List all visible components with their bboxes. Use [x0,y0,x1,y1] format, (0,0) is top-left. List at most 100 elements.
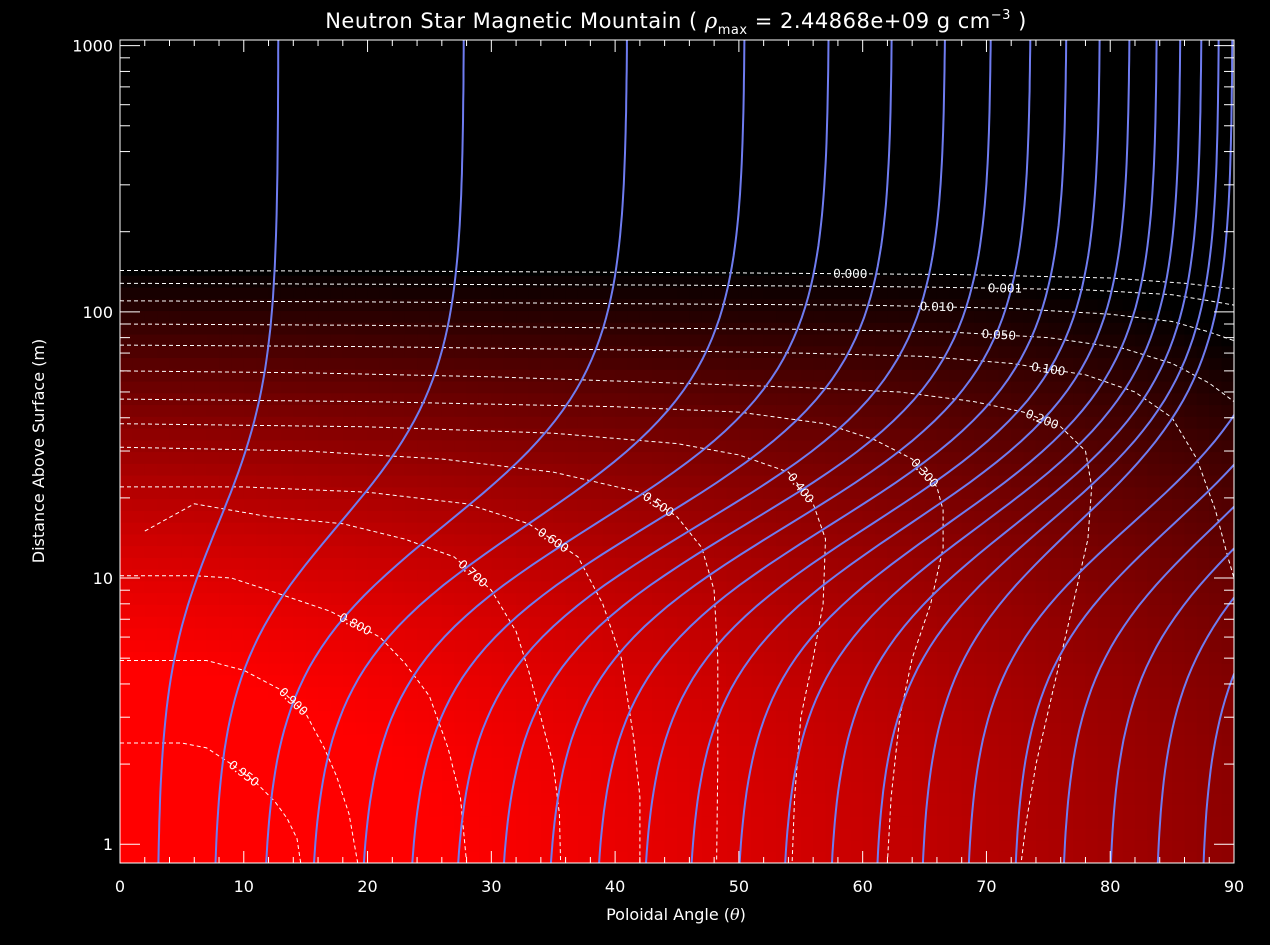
heatmap-cell [837,380,851,394]
heatmap-cell [639,286,653,300]
heatmap-cell [466,451,480,464]
heatmap-cell [466,627,480,641]
heatmap-cell [342,122,356,135]
heatmap-cell [850,75,864,88]
heatmap-cell [441,216,455,229]
heatmap-cell [157,145,171,159]
heatmap-cell [157,322,171,335]
heatmap-cell [887,592,901,605]
heatmap-cell [590,827,604,841]
heatmap-cell [478,369,492,382]
heatmap-cell [268,475,282,488]
heatmap-cell [429,510,443,523]
heatmap-cell [639,263,653,276]
heatmap-cell [875,169,889,182]
heatmap-cell [330,145,344,159]
heatmap-cell [899,569,913,582]
heatmap-cell [503,627,517,641]
heatmap-cell [417,475,431,488]
heatmap-cell [949,815,963,829]
heatmap-cell [701,851,715,863]
heatmap-cell [516,721,530,735]
heatmap-cell [330,157,344,170]
heatmap-cell [157,451,171,464]
heatmap-cell [602,498,616,511]
heatmap-cell [454,228,468,241]
heatmap-cell [157,216,171,229]
heatmap-cell [837,569,851,582]
heatmap-cell [850,87,864,100]
heatmap-cell [169,157,183,170]
heatmap-cell [132,333,146,347]
heatmap-cell [417,357,431,370]
heatmap-cell [813,157,827,170]
heatmap-cell [701,451,715,464]
heatmap-cell [887,839,901,852]
heatmap-cell [379,169,393,182]
heatmap-cell [590,87,604,100]
heatmap-cell [875,439,889,453]
heatmap-cell [738,639,752,652]
heatmap-cell [516,792,530,805]
heatmap-cell [417,804,431,817]
heatmap-cell [677,357,690,370]
heatmap-cell [590,439,604,453]
heatmap-cell [689,275,703,288]
heatmap-cell [305,204,319,217]
heatmap-cell [379,839,393,852]
heatmap-cell [577,721,591,735]
heatmap-cell [379,192,393,206]
heatmap-cell [144,639,158,652]
heatmap-cell [751,181,765,194]
heatmap-cell [144,721,158,735]
heatmap-cell [367,533,381,547]
heatmap-cell [553,157,567,170]
heatmap-cell [726,369,740,382]
heatmap-cell [256,275,270,288]
heatmap-cell [466,345,480,359]
heatmap-cell [169,75,183,88]
heatmap-cell [330,592,344,605]
heatmap-cell [466,404,480,417]
heatmap-cell [318,134,332,147]
heatmap-cell [998,780,1012,794]
heatmap-cell [454,40,468,53]
heatmap-cell [825,721,839,735]
heatmap-cell [268,580,282,594]
heatmap-cell [949,380,963,394]
heatmap-cell [664,63,678,76]
heatmap-cell [738,416,752,429]
heatmap-cell [478,275,492,288]
heatmap-cell [701,169,715,182]
heatmap-cell [404,298,418,312]
heatmap-cell [912,404,926,417]
heatmap-cell [924,110,938,123]
heatmap-cell [305,286,319,300]
heatmap-cell [503,380,517,394]
heatmap-cell [701,780,715,794]
heatmap-cell [825,251,839,264]
heatmap-cell [998,792,1012,805]
heatmap-cell [516,216,530,229]
heatmap-cell [788,698,802,711]
heatmap-cell [144,498,158,511]
heatmap-cell [318,815,332,829]
heatmap-cell [615,416,629,429]
heatmap-cell [639,98,653,112]
heatmap-cell [949,475,963,488]
heatmap-cell [280,604,294,617]
heatmap-cell [194,451,208,464]
heatmap-cell [850,134,864,147]
heatmap-cell [169,40,183,53]
heatmap-cell [677,145,690,159]
heatmap-cell [652,51,666,65]
heatmap-cell [132,827,146,841]
heatmap-cell [417,145,431,159]
heatmap-cell [120,192,133,206]
heatmap-cell [553,580,567,594]
heatmap-cell [280,298,294,312]
heatmap-cell [206,639,220,652]
heatmap-cell [862,486,876,500]
heatmap-cell [404,557,418,570]
heatmap-cell [912,498,926,511]
